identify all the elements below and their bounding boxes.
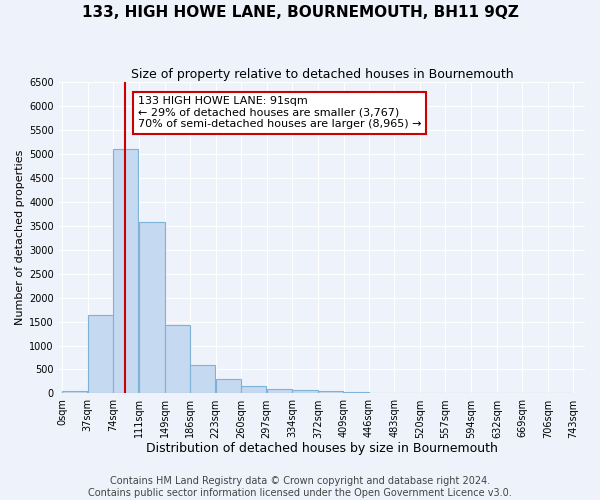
Bar: [139, 222, 164, 394]
Bar: [344, 392, 369, 394]
Title: Size of property relative to detached houses in Bournemouth: Size of property relative to detached ho…: [131, 68, 513, 80]
Text: 133, HIGH HOWE LANE, BOURNEMOUTH, BH11 9QZ: 133, HIGH HOWE LANE, BOURNEMOUTH, BH11 9…: [82, 5, 518, 20]
Y-axis label: Number of detached properties: Number of detached properties: [15, 150, 25, 326]
Bar: [266, 388, 292, 394]
Bar: [165, 326, 190, 394]
Bar: [318, 391, 343, 394]
Bar: [113, 149, 139, 394]
Text: 133 HIGH HOWE LANE: 91sqm
← 29% of detached houses are smaller (3,767)
70% of se: 133 HIGH HOWE LANE: 91sqm ← 29% of detac…: [138, 96, 421, 130]
Bar: [88, 315, 113, 394]
Bar: [216, 379, 241, 394]
Text: Contains HM Land Registry data © Crown copyright and database right 2024.
Contai: Contains HM Land Registry data © Crown c…: [88, 476, 512, 498]
Bar: [241, 386, 266, 394]
Bar: [62, 391, 88, 394]
Bar: [190, 365, 215, 394]
X-axis label: Distribution of detached houses by size in Bournemouth: Distribution of detached houses by size …: [146, 442, 498, 455]
Bar: [292, 390, 318, 394]
